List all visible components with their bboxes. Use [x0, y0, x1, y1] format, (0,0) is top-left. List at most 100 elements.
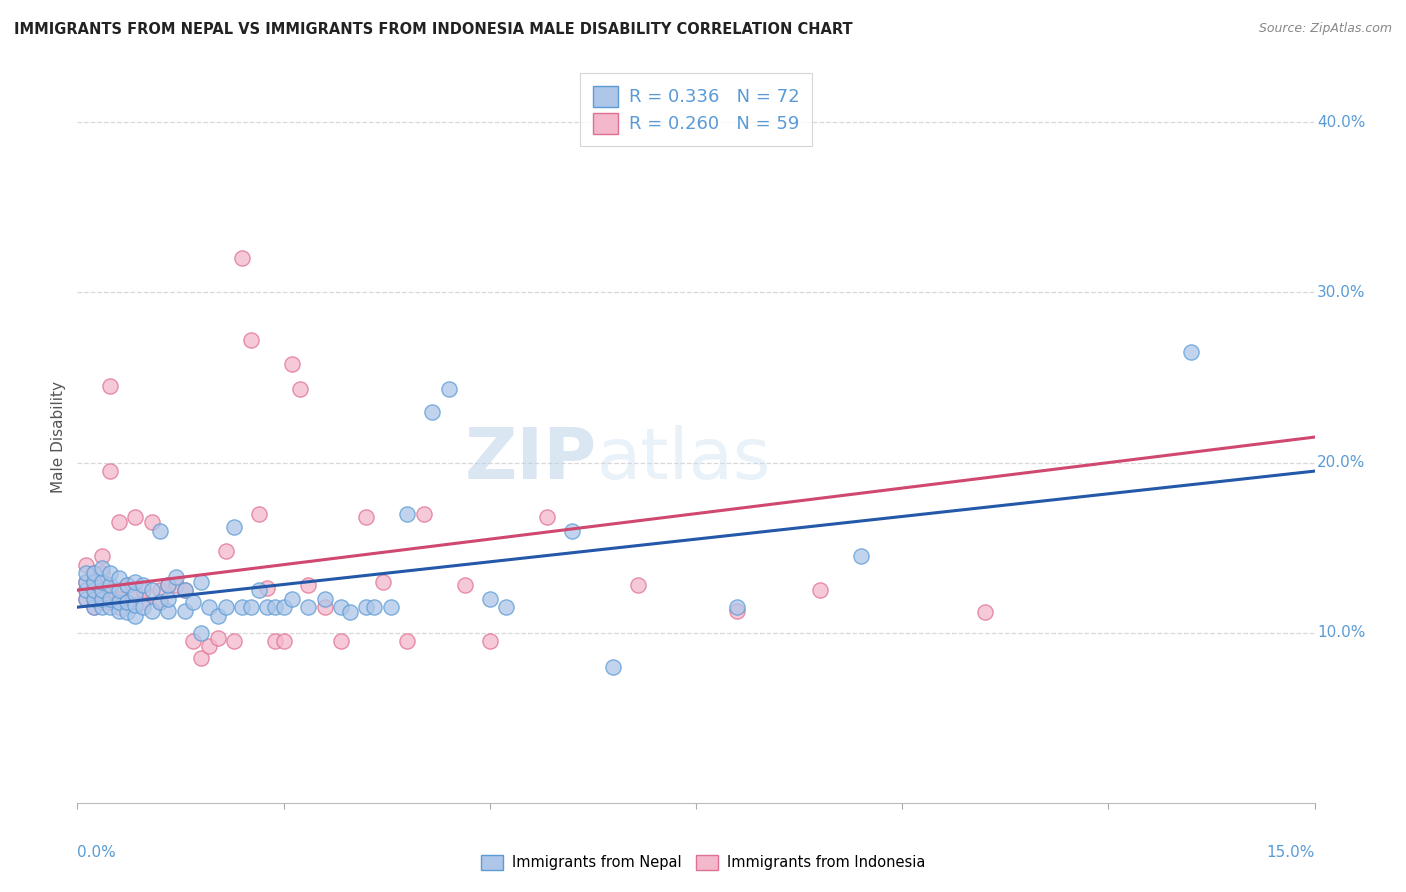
Text: 40.0%: 40.0%	[1317, 115, 1365, 130]
Point	[1180, 345, 1202, 359]
Point	[273, 600, 295, 615]
Point	[75, 566, 97, 581]
Point	[98, 464, 121, 478]
Point	[561, 524, 583, 538]
Point	[124, 586, 146, 600]
Text: 10.0%: 10.0%	[1317, 625, 1365, 640]
Point	[363, 600, 385, 615]
Point	[98, 578, 121, 592]
Point	[83, 574, 105, 589]
Point	[124, 599, 146, 613]
Point	[536, 510, 558, 524]
Point	[478, 634, 501, 648]
Point	[239, 600, 262, 615]
Point	[115, 578, 138, 592]
Point	[124, 588, 146, 602]
Point	[149, 595, 172, 609]
Point	[190, 625, 212, 640]
Point	[91, 591, 114, 606]
Point	[115, 595, 138, 609]
Point	[849, 549, 872, 563]
Point	[454, 578, 477, 592]
Point	[297, 578, 319, 592]
Point	[239, 333, 262, 347]
Point	[91, 566, 114, 581]
Point	[107, 600, 129, 615]
Point	[256, 600, 278, 615]
Point	[141, 515, 163, 529]
Point	[264, 634, 287, 648]
Point	[157, 578, 180, 592]
Point	[91, 583, 114, 598]
Point	[165, 569, 187, 583]
Point	[314, 600, 336, 615]
Point	[98, 583, 121, 598]
Point	[75, 558, 97, 572]
Point	[222, 634, 245, 648]
Point	[124, 574, 146, 589]
Point	[173, 583, 195, 598]
Point	[973, 605, 995, 619]
Point	[231, 252, 253, 266]
Point	[83, 591, 105, 606]
Legend: Immigrants from Nepal, Immigrants from Indonesia: Immigrants from Nepal, Immigrants from I…	[475, 848, 931, 876]
Point	[149, 595, 172, 609]
Point	[83, 583, 105, 598]
Point	[91, 600, 114, 615]
Point	[725, 604, 748, 618]
Point	[231, 600, 253, 615]
Point	[371, 574, 394, 589]
Point	[157, 604, 180, 618]
Point	[173, 583, 195, 598]
Point	[75, 583, 97, 598]
Point	[264, 600, 287, 615]
Point	[98, 595, 121, 609]
Point	[83, 566, 105, 581]
Text: 20.0%: 20.0%	[1317, 455, 1365, 470]
Point	[75, 591, 97, 606]
Point	[91, 561, 114, 575]
Point	[107, 595, 129, 609]
Point	[273, 634, 295, 648]
Point	[149, 583, 172, 598]
Point	[98, 600, 121, 615]
Point	[339, 605, 361, 619]
Point	[98, 591, 121, 606]
Point	[215, 600, 238, 615]
Point	[165, 578, 187, 592]
Point	[83, 600, 105, 615]
Text: 15.0%: 15.0%	[1267, 846, 1315, 860]
Point	[247, 583, 270, 598]
Point	[132, 600, 155, 615]
Text: Source: ZipAtlas.com: Source: ZipAtlas.com	[1258, 22, 1392, 36]
Point	[330, 600, 353, 615]
Point	[207, 631, 229, 645]
Point	[247, 507, 270, 521]
Point	[124, 608, 146, 623]
Text: 30.0%: 30.0%	[1317, 285, 1365, 300]
Point	[149, 524, 172, 538]
Point	[107, 515, 129, 529]
Point	[132, 583, 155, 598]
Point	[157, 591, 180, 606]
Point	[198, 600, 221, 615]
Point	[107, 571, 129, 585]
Point	[91, 595, 114, 609]
Point	[288, 383, 311, 397]
Legend: R = 0.336   N = 72, R = 0.260   N = 59: R = 0.336 N = 72, R = 0.260 N = 59	[579, 73, 813, 146]
Point	[115, 605, 138, 619]
Point	[190, 651, 212, 665]
Point	[420, 404, 443, 418]
Point	[412, 507, 434, 521]
Point	[602, 659, 624, 673]
Point	[495, 600, 517, 615]
Point	[83, 566, 105, 581]
Point	[478, 591, 501, 606]
Point	[396, 507, 419, 521]
Point	[808, 583, 831, 598]
Point	[725, 600, 748, 615]
Point	[437, 383, 460, 397]
Point	[83, 578, 105, 592]
Point	[91, 583, 114, 598]
Point	[91, 574, 114, 589]
